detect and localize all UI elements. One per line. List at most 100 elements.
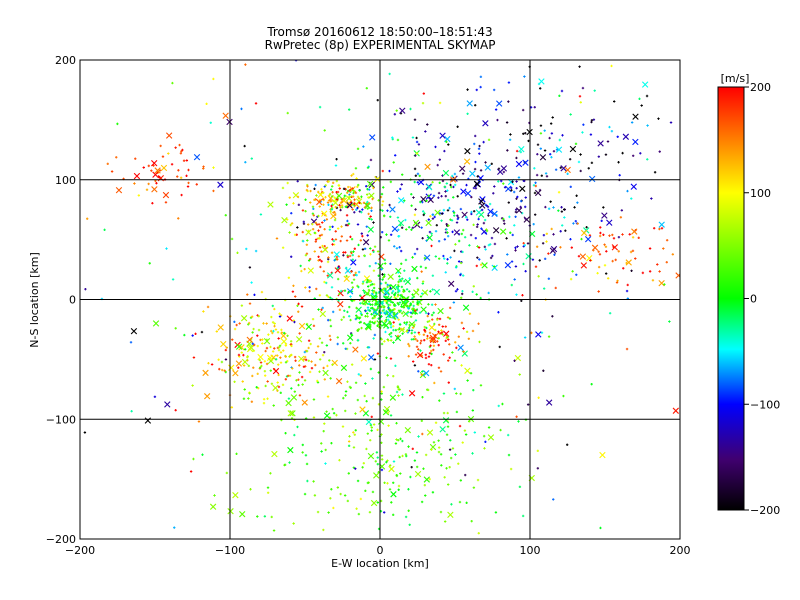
data-point: [329, 377, 332, 380]
data-point-cross: [475, 209, 483, 216]
data-point: [610, 64, 613, 68]
data-point: [510, 186, 513, 190]
data-point: [277, 346, 281, 349]
data-point: [368, 309, 372, 313]
data-point: [369, 439, 372, 442]
data-point: [330, 204, 333, 208]
data-point: [537, 275, 540, 278]
data-point: [367, 308, 370, 312]
data-point: [573, 206, 576, 209]
data-point-cross: [289, 410, 296, 417]
data-point: [428, 319, 431, 323]
data-point: [366, 285, 370, 288]
data-point: [443, 476, 446, 479]
data-point: [303, 379, 307, 382]
data-point: [412, 304, 415, 308]
data-point: [388, 320, 391, 323]
data-point: [370, 429, 373, 432]
data-point: [514, 215, 517, 218]
data-point-cross: [286, 315, 293, 322]
data-point-cross: [420, 306, 427, 313]
data-point-cross: [404, 278, 412, 285]
data-point: [668, 320, 671, 323]
data-point: [312, 480, 315, 483]
data-point: [401, 173, 404, 176]
data-point: [297, 310, 300, 313]
data-point: [487, 291, 490, 295]
data-point: [509, 467, 513, 471]
data-point: [346, 499, 350, 503]
data-point: [433, 381, 436, 385]
data-point: [328, 228, 332, 231]
data-point: [434, 230, 438, 233]
data-point: [285, 203, 288, 206]
data-point: [376, 456, 379, 459]
data-point: [316, 379, 319, 383]
data-point: [342, 187, 346, 191]
data-point: [392, 374, 395, 378]
data-point: [477, 246, 481, 249]
data-point: [602, 206, 605, 209]
data-point: [296, 304, 299, 307]
data-point: [356, 398, 360, 402]
data-point: [446, 209, 450, 212]
data-point: [420, 373, 423, 376]
data-point: [621, 233, 624, 236]
data-point: [461, 441, 464, 444]
data-point: [325, 247, 328, 250]
data-point: [536, 449, 540, 453]
data-point: [264, 384, 267, 388]
data-point: [286, 111, 289, 115]
data-point: [323, 350, 326, 354]
data-point: [382, 308, 386, 312]
data-point: [472, 486, 476, 489]
data-point: [513, 359, 516, 362]
data-point: [484, 161, 487, 164]
data-point: [405, 323, 408, 326]
data-point-cross: [457, 344, 464, 351]
data-point: [371, 377, 374, 380]
data-point: [453, 172, 457, 176]
data-point: [320, 233, 324, 237]
data-point: [415, 152, 419, 155]
data-point: [461, 250, 464, 254]
data-point: [568, 158, 572, 161]
data-point: [404, 515, 408, 519]
data-point-cross: [514, 354, 522, 362]
data-point: [431, 217, 435, 220]
data-point: [388, 169, 391, 173]
data-point: [424, 353, 428, 357]
data-point: [340, 318, 343, 321]
data-point: [362, 289, 365, 292]
data-point: [476, 256, 479, 259]
data-point: [569, 277, 573, 281]
data-point: [459, 207, 463, 211]
data-point: [441, 325, 444, 328]
data-point: [430, 313, 434, 317]
data-point: [380, 289, 383, 292]
data-point: [344, 205, 348, 208]
data-point: [576, 201, 579, 204]
data-point-cross: [545, 399, 553, 406]
y-axis-label: N-S location [km]: [28, 252, 41, 348]
data-point: [510, 260, 514, 263]
data-point: [350, 270, 353, 273]
data-point: [657, 117, 660, 120]
data-point: [286, 374, 290, 377]
data-point: [185, 174, 188, 178]
data-point: [360, 313, 363, 317]
data-point: [436, 340, 439, 343]
data-point: [540, 174, 544, 177]
data-point: [671, 253, 675, 256]
data-point: [427, 312, 430, 315]
data-point: [251, 331, 254, 334]
data-point: [331, 363, 334, 366]
data-point: [266, 380, 269, 383]
data-point: [447, 338, 450, 341]
data-point: [388, 333, 391, 336]
data-point: [358, 201, 361, 205]
data-point: [272, 404, 275, 407]
y-tick-label: 200: [55, 54, 76, 67]
data-point: [630, 197, 633, 200]
data-point: [258, 358, 261, 362]
